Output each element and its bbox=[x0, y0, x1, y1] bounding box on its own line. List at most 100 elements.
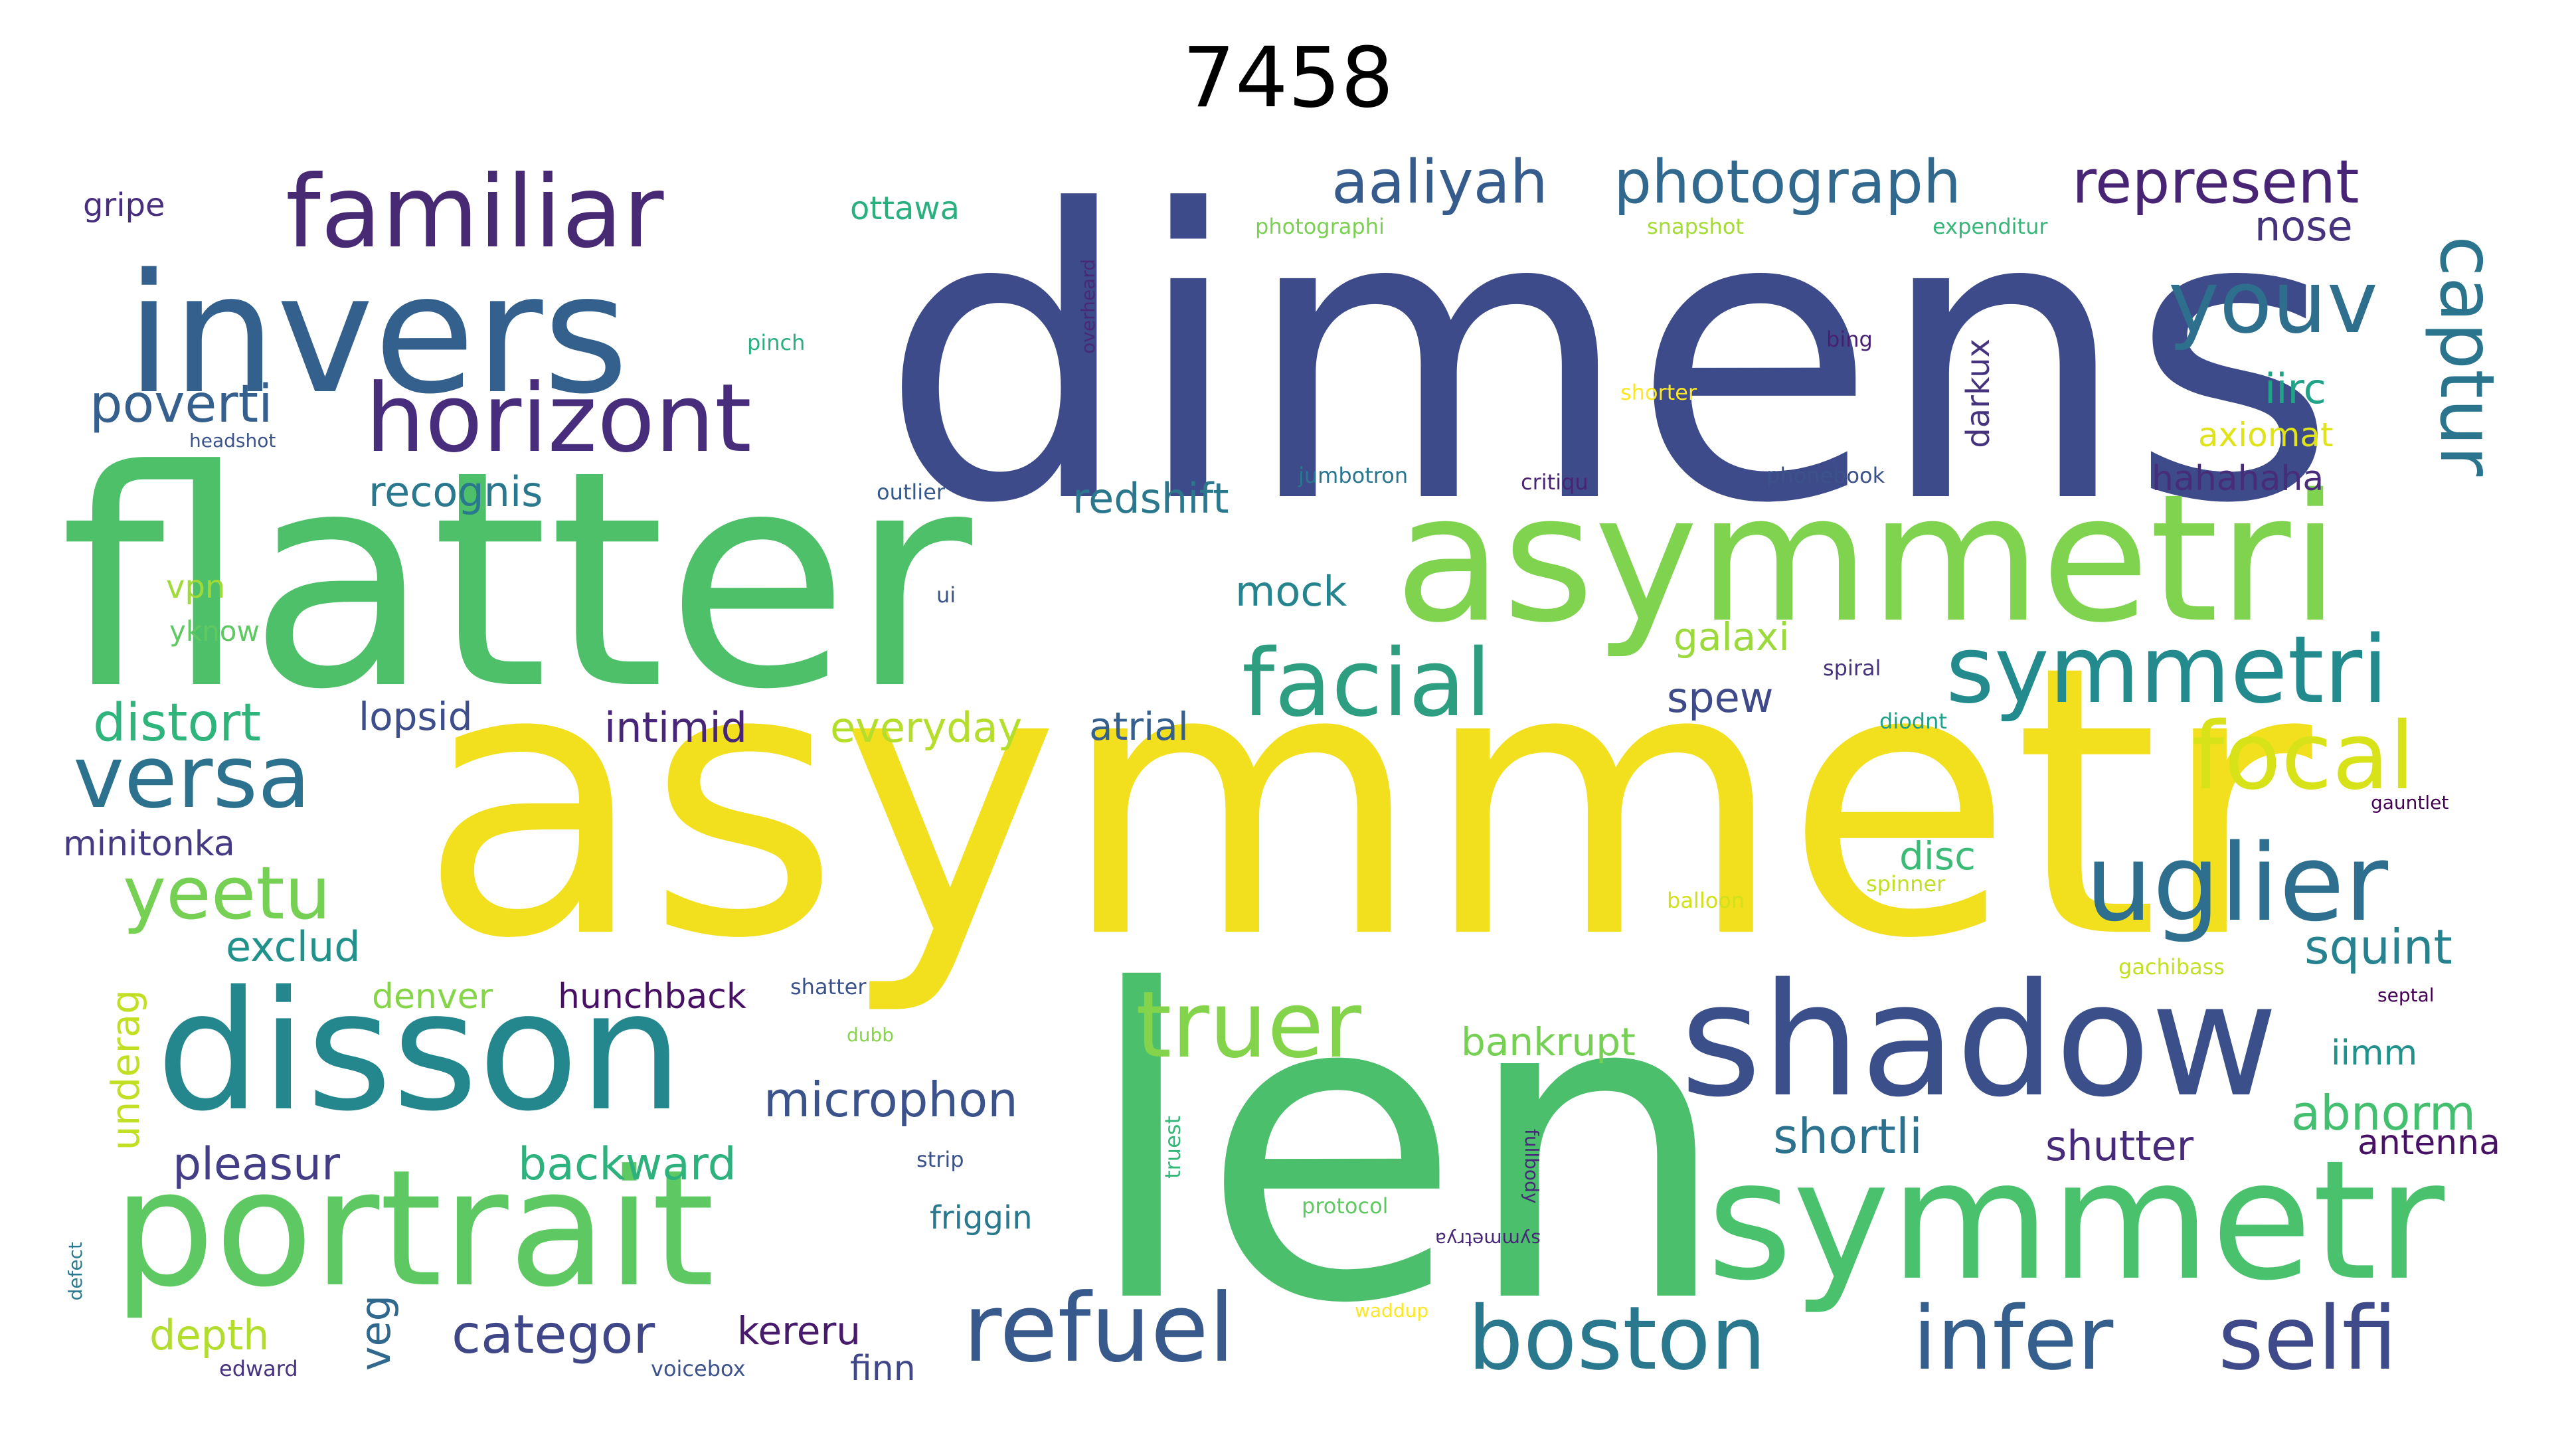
cloud-word-flatter: flatter bbox=[60, 407, 972, 755]
cloud-word-hahahaha: hahahaha bbox=[2152, 459, 2324, 499]
cloud-word-len: len bbox=[1082, 901, 1732, 1396]
cloud-word-asymmetr: asymmetr bbox=[418, 587, 2312, 1020]
cloud-word-minitonka: minitonka bbox=[63, 824, 235, 864]
cloud-word-axiomat: axiomat bbox=[2198, 416, 2334, 454]
cloud-word-gachibass: gachibass bbox=[2118, 954, 2225, 980]
cloud-word-phonebook: phonebook bbox=[1766, 463, 1885, 488]
cloud-word-yeetu: yeetu bbox=[123, 851, 331, 936]
cloud-word-categor: categor bbox=[452, 1304, 655, 1365]
cloud-word-snapshot: snapshot bbox=[1647, 214, 1744, 239]
cloud-word-ottawa: ottawa bbox=[850, 190, 960, 227]
cloud-word-protocol: protocol bbox=[1302, 1193, 1389, 1219]
cloud-word-critiqu: critiqu bbox=[1521, 470, 1589, 495]
cloud-word-redshift: redshift bbox=[1073, 474, 1229, 523]
cloud-word-jumbotron: jumbotron bbox=[1298, 463, 1409, 488]
cloud-word-voicebox: voicebox bbox=[651, 1356, 746, 1381]
cloud-word-familiar: familiar bbox=[286, 155, 664, 270]
cloud-word-pleasur: pleasur bbox=[173, 1138, 341, 1191]
cloud-word-kereru: kereru bbox=[737, 1308, 861, 1353]
cloud-word-horizont: horizont bbox=[365, 364, 752, 473]
cloud-word-focal: focal bbox=[2191, 703, 2415, 811]
cloud-word-selfi: selfi bbox=[2218, 1288, 2397, 1390]
cloud-word-antenna: antenna bbox=[2358, 1123, 2500, 1163]
cloud-word-versa: versa bbox=[73, 726, 311, 827]
cloud-word-photograph: photograph bbox=[1614, 153, 1962, 217]
cloud-word-iimm: iimm bbox=[2331, 1033, 2418, 1073]
cloud-word-shutter: shutter bbox=[2045, 1122, 2194, 1170]
cloud-word-depth: depth bbox=[149, 1311, 270, 1359]
cloud-word-finn: finn bbox=[850, 1349, 916, 1389]
cloud-word-waddup: waddup bbox=[1355, 1300, 1429, 1322]
cloud-word-bankrupt: bankrupt bbox=[1461, 1019, 1636, 1065]
cloud-word-nose: nose bbox=[2255, 202, 2353, 250]
cloud-word-edward: edward bbox=[219, 1356, 298, 1381]
cloud-word-underag: underag bbox=[103, 989, 148, 1151]
cloud-word-spiral: spiral bbox=[1823, 655, 1881, 681]
cloud-word-friggin: friggin bbox=[930, 1199, 1033, 1237]
cloud-word-asymmetri: asymmetri bbox=[1395, 457, 2340, 661]
cloud-word-yknow: yknow bbox=[169, 615, 260, 647]
cloud-word-hunchback: hunchback bbox=[558, 977, 746, 1017]
cloud-word-recognis: recognis bbox=[369, 468, 543, 516]
cloud-word-truer: truer bbox=[1136, 972, 1361, 1078]
cloud-word-symmetrya: symmetrya bbox=[1434, 1229, 1541, 1250]
cloud-word-backward: backward bbox=[518, 1138, 736, 1191]
cloud-word-darkux: darkux bbox=[1960, 339, 1997, 448]
cloud-word-everyday: everyday bbox=[830, 703, 1023, 752]
cloud-word-overheard: overheard bbox=[1077, 259, 1099, 354]
cloud-word-facial: facial bbox=[1242, 630, 1492, 738]
cloud-word-youv: youv bbox=[2168, 252, 2378, 353]
cloud-word-shorter: shorter bbox=[1620, 380, 1697, 405]
cloud-word-exclud: exclud bbox=[226, 922, 361, 971]
cloud-word-boston: boston bbox=[1468, 1288, 1766, 1390]
cloud-word-dimens: dimens bbox=[880, 153, 2338, 590]
cloud-word-veg: veg bbox=[351, 1295, 400, 1371]
cloud-title: 7458 bbox=[1182, 30, 1394, 126]
word-cloud: dimens asymmetr flatter len asymmetri in… bbox=[60, 153, 2543, 1428]
cloud-word-fullbody: fullbody bbox=[1521, 1129, 1543, 1204]
cloud-word-shatter: shatter bbox=[790, 974, 867, 999]
cloud-word-lopsid: lopsid bbox=[359, 694, 473, 739]
cloud-word-microphon: microphon bbox=[764, 1072, 1018, 1128]
cloud-word-septal: septal bbox=[2377, 984, 2435, 1006]
cloud-word-intimid: intimid bbox=[604, 703, 748, 752]
cloud-word-diodnt: diodnt bbox=[1879, 709, 1947, 734]
cloud-word-symmetr: symmetr bbox=[1707, 1126, 2445, 1317]
cloud-word-portrait: portrait bbox=[113, 1136, 715, 1323]
cloud-word-aaliyah: aaliyah bbox=[1331, 153, 1548, 217]
cloud-word-mock: mock bbox=[1235, 567, 1347, 616]
cloud-word-disc: disc bbox=[1899, 833, 1976, 879]
cloud-word-dubb: dubb bbox=[847, 1024, 895, 1046]
cloud-word-shadow: shadow bbox=[1680, 950, 2278, 1132]
cloud-word-pinch: pinch bbox=[747, 330, 806, 355]
cloud-word-shortli: shortli bbox=[1773, 1108, 1923, 1164]
cloud-word-invers: invers bbox=[126, 239, 629, 430]
cloud-word-abnorm: abnorm bbox=[2291, 1085, 2476, 1141]
cloud-word-strip: strip bbox=[916, 1147, 964, 1172]
cloud-word-bing: bing bbox=[1826, 327, 1873, 352]
cloud-word-uglier: uglier bbox=[2085, 821, 2389, 945]
cloud-word-galaxi: galaxi bbox=[1674, 614, 1790, 659]
cloud-word-vpn: vpn bbox=[166, 568, 226, 606]
cloud-word-headshot: headshot bbox=[189, 430, 276, 452]
cloud-word-refuel: refuel bbox=[963, 1274, 1235, 1383]
cloud-word-outlier: outlier bbox=[877, 479, 946, 505]
cloud-word-disson: disson bbox=[156, 956, 683, 1148]
cloud-word-infer: infer bbox=[1913, 1288, 2114, 1390]
cloud-word-iirc: iirc bbox=[2265, 365, 2326, 413]
cloud-word-gripe: gripe bbox=[83, 187, 165, 224]
cloud-word-poverti: poverti bbox=[90, 375, 273, 434]
cloud-word-ui: ui bbox=[936, 582, 956, 608]
cloud-word-gauntlet: gauntlet bbox=[2371, 792, 2449, 813]
cloud-word-distort: distort bbox=[93, 693, 261, 753]
cloud-word-squint: squint bbox=[2304, 919, 2452, 975]
cloud-word-symmetri: symmetri bbox=[1946, 616, 2389, 725]
cloud-word-expenditur: expenditur bbox=[1932, 214, 2048, 239]
cloud-word-truest: truest bbox=[1160, 1116, 1185, 1179]
cloud-word-spew: spew bbox=[1667, 673, 1774, 722]
cloud-word-denver: denver bbox=[372, 977, 493, 1017]
cloud-word-defect: defect bbox=[64, 1242, 86, 1301]
cloud-word-atrial: atrial bbox=[1089, 704, 1189, 749]
cloud-word-balloon: balloon bbox=[1667, 888, 1745, 913]
cloud-word-photographi: photographi bbox=[1255, 214, 1385, 239]
